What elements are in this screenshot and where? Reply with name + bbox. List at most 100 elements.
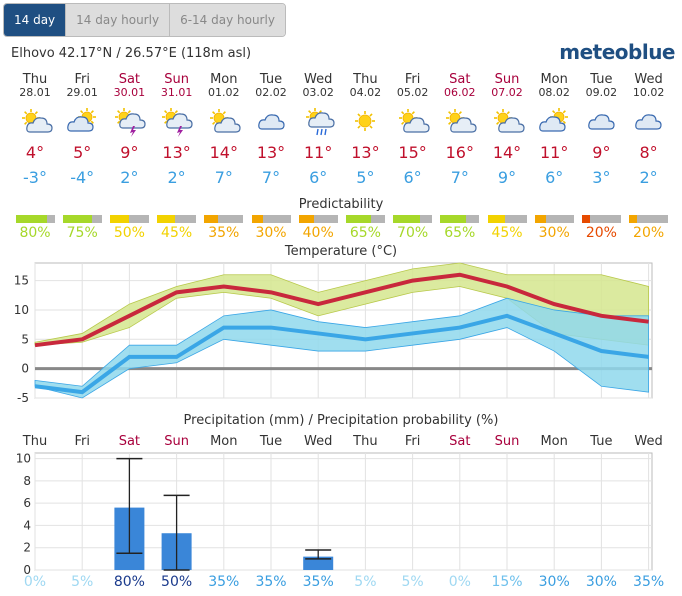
y-tick-label: 8: [23, 474, 31, 488]
precip-day-name: Thu: [353, 434, 378, 449]
max-temp: 11°: [304, 143, 333, 162]
predictability-bar-fill: [393, 215, 421, 223]
min-temp-line: [34, 313, 649, 395]
max-temp-line: [34, 272, 649, 348]
day-date: 04.02: [349, 86, 382, 99]
temperature-chart: -5 0 5 10 15: [14, 262, 653, 405]
predictability-bar-fill: [109, 215, 130, 223]
predictability-bar-track: [204, 215, 244, 223]
thunder-sun-icon: [114, 108, 146, 137]
tab-6-14-day-hourly[interactable]: 6-14 day hourly: [169, 4, 285, 36]
y-tick-label: 10: [14, 303, 29, 317]
day-date: 07.02: [491, 86, 523, 99]
precip-day-name: Tue: [590, 434, 613, 449]
predictability-bar-fill: [62, 215, 92, 223]
day-name: Sun: [164, 72, 189, 87]
precip-day-name: Wed: [634, 434, 663, 449]
predictability-percent: 75%: [66, 225, 98, 241]
sun-cloud-icon: [210, 109, 241, 133]
min-temp: 6°: [545, 168, 564, 187]
day-date: 28.01: [19, 86, 51, 99]
precip-day-name: Mon: [540, 434, 568, 449]
cloud-sun-icon: [538, 108, 568, 132]
predictability-bar-track: [581, 215, 621, 223]
precip-probability: 5%: [401, 574, 424, 590]
max-temp: 5°: [73, 143, 92, 162]
day-date: 09.02: [585, 86, 618, 99]
max-temp: 13°: [162, 143, 191, 162]
day-name: Thu: [22, 72, 48, 87]
meteoblue-logo[interactable]: meteoblue: [559, 40, 675, 64]
min-temp: 6°: [309, 168, 328, 187]
day-date: 31.01: [160, 86, 193, 99]
day-date: 30.01: [113, 86, 146, 99]
day-name: Mon: [210, 72, 238, 87]
predictability-bar-fill: [157, 215, 175, 223]
location-label: Elhovo 42.17°N / 26.57°E (118m asl): [11, 46, 252, 61]
precip-day-name: Sun: [164, 434, 189, 449]
min-temp: 7°: [214, 168, 233, 187]
day-name: Sun: [494, 72, 520, 87]
precip-day-name: Mon: [210, 434, 238, 449]
predictability-percent: 20%: [633, 225, 665, 241]
precip-probability: 80%: [113, 574, 145, 590]
predictability-bar-track: [157, 215, 197, 223]
max-temp: 9°: [592, 143, 611, 162]
predictability-title: Predictability: [298, 197, 384, 212]
cloud-icon: [635, 114, 662, 130]
predictability-bar-track: [109, 215, 149, 223]
predictability-percent: 30%: [538, 225, 570, 241]
precip-probability: 50%: [161, 574, 193, 590]
min-temp: 2°: [639, 168, 658, 187]
precip-probability: 35%: [633, 574, 665, 590]
precip-day-name: Sat: [118, 434, 141, 449]
temperature-title: Temperature (°C): [284, 244, 398, 259]
day-column: Tue 09.02 9° 3°: [578, 72, 625, 188]
predictability-percent: 40%: [302, 225, 334, 241]
day-name: Tue: [590, 72, 613, 87]
thunder-sun-icon: [162, 108, 193, 137]
day-column: Sat 06.02 16° 7°: [436, 73, 483, 187]
precip-day-name: Fri: [74, 434, 90, 449]
max-temp: 4°: [25, 143, 45, 162]
tab-14-day[interactable]: 14 day: [4, 4, 66, 36]
sun-cloud-icon: [493, 109, 525, 133]
max-temp: 8°: [639, 143, 658, 162]
precip-probability: 35%: [302, 574, 334, 590]
predictability-bar-fill: [534, 215, 547, 223]
predictability-bar-fill: [251, 215, 264, 223]
predictability-percent: 65%: [444, 225, 476, 241]
min-temp: 2°: [120, 168, 139, 187]
max-temp: 15°: [398, 143, 427, 162]
predictability-bar-fill: [487, 215, 506, 223]
day-date: 01.02: [208, 86, 240, 99]
precip-probability: 35%: [255, 574, 287, 590]
min-temp: -4°: [70, 168, 95, 187]
predictability-bar-track: [534, 215, 574, 223]
day-column: Sun 31.01 13° 2°: [153, 73, 200, 187]
y-tick-label: 0: [23, 563, 31, 577]
sun-cloud-icon: [399, 109, 430, 133]
predictability-percent: 50%: [113, 225, 145, 241]
day-column: Mon 08.02 11° 6°: [531, 72, 578, 188]
precip-day-name: Wed: [304, 434, 333, 449]
max-temp: 14°: [209, 143, 238, 162]
max-temp: 13°: [256, 143, 286, 162]
predictability-percent: 45%: [161, 225, 193, 241]
sun-icon: [354, 111, 375, 131]
min-temp: 6°: [403, 168, 422, 187]
cloud-icon: [257, 114, 285, 130]
day-name: Mon: [540, 72, 568, 87]
min-temp: 7°: [450, 168, 469, 187]
day-date: 08.02: [538, 86, 570, 99]
day-column: Fri 29.01 5° -4°: [59, 72, 106, 188]
tab-14-day-hourly[interactable]: 14 day hourly: [65, 4, 170, 36]
y-tick-label: 5: [21, 332, 29, 346]
min-temp: 7°: [261, 168, 281, 187]
cloud-sun-icon: [66, 108, 96, 132]
y-tick-label: 6: [23, 496, 31, 510]
predictability-bar-fill: [440, 215, 466, 223]
day-column: Wed 03.02 11° 6°: [295, 73, 342, 187]
day-name: Fri: [74, 72, 90, 87]
predictability-percent: 30%: [255, 225, 287, 241]
